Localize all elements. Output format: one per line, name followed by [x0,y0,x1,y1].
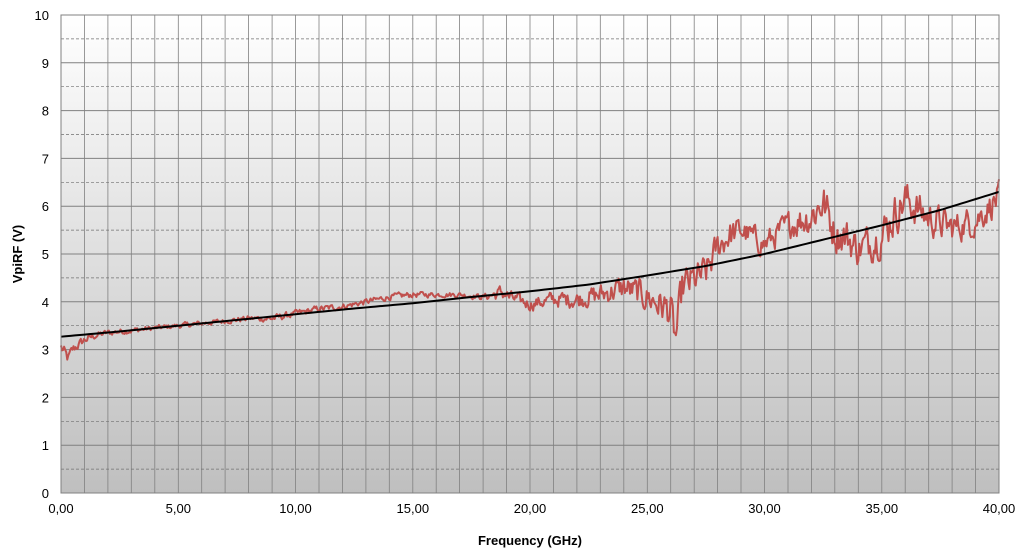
y-tick-label: 3 [42,343,49,358]
y-tick-label: 6 [42,199,49,214]
x-tick-label: 35,00 [866,501,899,516]
y-tick-label: 2 [42,390,49,405]
x-tick-label: 10,00 [279,501,312,516]
y-tick-label: 4 [42,295,49,310]
y-tick-label: 10 [35,8,49,23]
y-axis-title: VpiRF (V) [10,225,25,284]
grid [61,15,999,493]
series-line-measured [60,179,1000,361]
tick-labels: 0,00 5,00 10,00 15,00 20,00 25,00 30,00 35,00 40… [35,8,1016,516]
y-tick-label: 0 [42,486,49,501]
x-tick-label: 5,00 [166,501,191,516]
x-axis-title: Frequency (GHz) [478,533,582,548]
x-tick-label: 25,00 [631,501,664,516]
x-tick-label: 15,00 [397,501,430,516]
series-line-fit [60,190,1000,338]
y-tick-label: 1 [42,438,49,453]
y-tick-label: 8 [42,104,49,119]
y-tick-label: 7 [42,151,49,166]
x-tick-label: 30,00 [748,501,781,516]
x-tick-label: 0,00 [48,501,73,516]
y-tick-label: 5 [42,247,49,262]
plot-border [60,14,1000,494]
y-tick-label: 9 [42,56,49,71]
x-tick-label: 20,00 [514,501,547,516]
x-tick-label: 40,00 [983,501,1016,516]
series-layer [60,179,1000,361]
